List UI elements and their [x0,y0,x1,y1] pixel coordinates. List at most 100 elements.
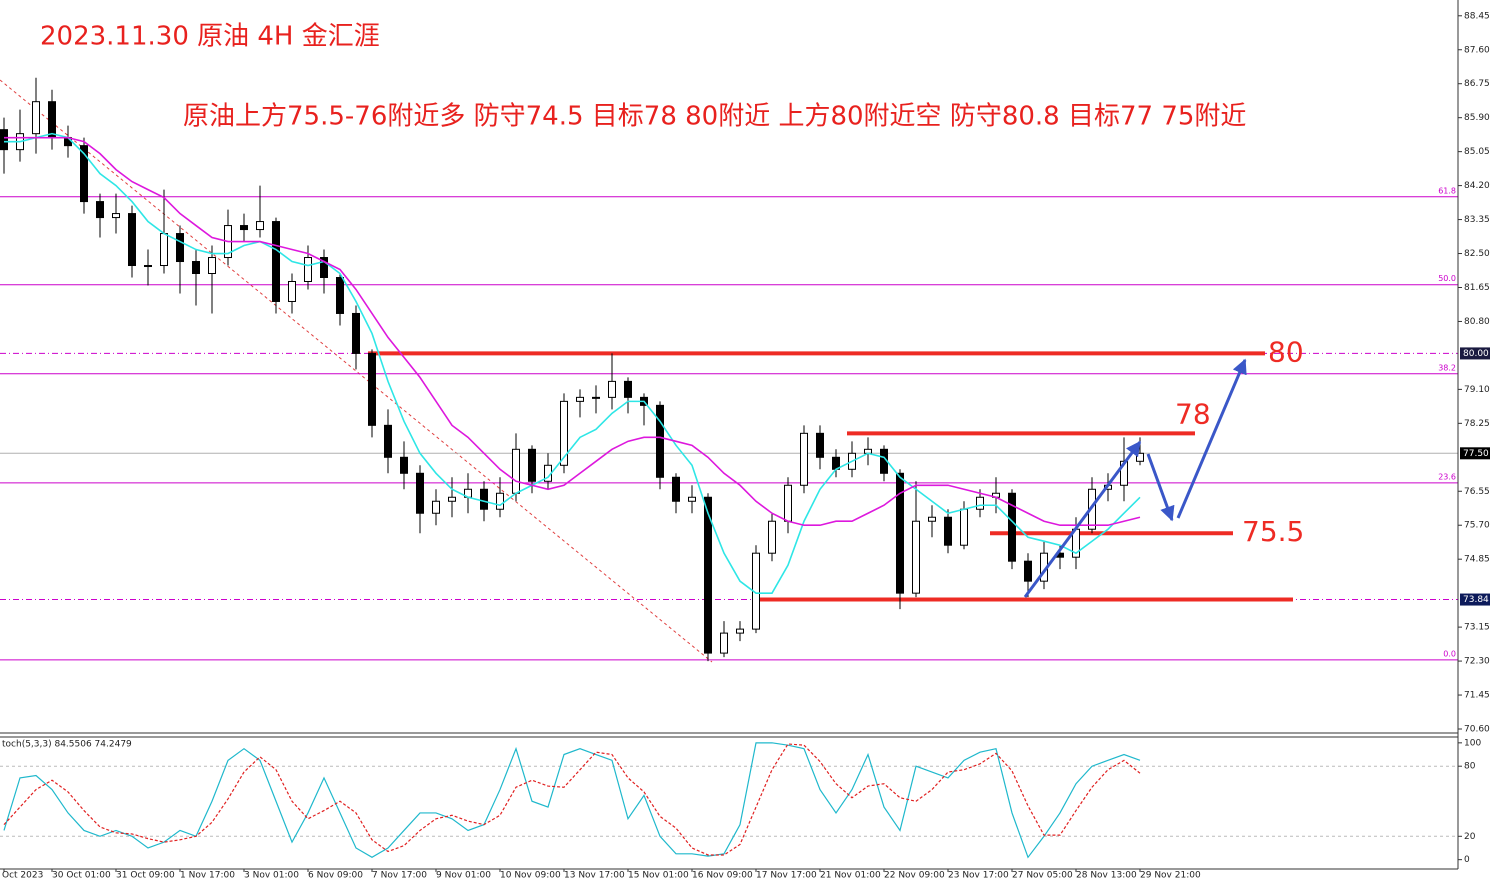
candle-body [128,213,136,267]
y-tick-label: 100 [1464,738,1481,748]
x-tick-label: 6 Nov 09:00 [308,871,363,879]
candle-body [368,352,376,426]
x-tick-label: 13 Nov 17:00 [564,871,625,879]
candle-body [896,472,904,594]
level-label: 75.5 [1242,515,1304,548]
candle-body [944,516,952,546]
y-tick-label: 78.25 [1464,419,1490,429]
arrow [1146,453,1175,522]
x-tick-label: 10 Nov 09:00 [500,871,561,879]
candle-body [384,424,392,458]
candle-body [160,233,168,267]
indicator-title: toch(5,3,3) 84.5506 74.2479 [2,740,132,750]
y-tick-label: 85.90 [1464,113,1490,123]
y-tick-label: 79.10 [1464,385,1490,395]
x-tick-label: Oct 2023 [2,871,43,879]
candle-body [400,456,408,474]
arrows [1023,358,1247,598]
stoch-line [3,743,1141,856]
candle-body [1136,452,1144,462]
y-tick-label: 73.15 [1464,623,1490,633]
arrow [1176,358,1247,519]
y-tick-label: 83.35 [1464,215,1490,225]
candle-body [288,280,296,302]
y-tick-label: 71.45 [1464,691,1490,701]
title: 2023.11.30 原油 4H 金汇涯 [40,22,380,52]
candle-body [352,312,360,354]
candle-body [176,233,184,263]
level-label: 78 [1175,397,1211,430]
candle-body [576,396,584,402]
candle-body [240,225,248,231]
level-label: 80 [1268,335,1304,368]
y-tick-label: 86.75 [1464,79,1490,89]
y-tick-label: 81.65 [1464,283,1490,293]
candle-body [1008,492,1016,562]
y-tick-label: 75.70 [1464,521,1490,531]
candle-body [48,101,56,139]
candle-body [784,484,792,522]
candle-body [736,628,744,634]
price-panel: 61.8 50.0 38.2 23.6 0.0 [0,77,1458,663]
candle-body [80,145,88,203]
fib-label: 23.6 [1438,472,1456,481]
moving-average [4,136,1141,527]
x-tick-label: 23 Nov 17:00 [948,871,1009,879]
candle-body [320,257,328,279]
candle-body [208,257,216,275]
candle-body [560,400,568,466]
y-tick-label: 20 [1464,832,1476,842]
x-tick-label: 21 Nov 01:00 [820,871,881,879]
y-tick-label: 0 [1464,855,1470,865]
candle-body [960,508,968,546]
stoch-line [3,742,1141,859]
candle-body [608,380,616,398]
price-marker-label: 77.50 [1463,449,1489,459]
price-marker-box [1460,347,1490,360]
candle-body [624,380,632,398]
trade-plan: 原油上方75.5-76附近多 防守74.5 目标78 80附近 上方80附近空 … [183,102,1246,132]
candle-body [0,129,8,151]
price-marker-label: 80.00 [1463,349,1489,359]
candle-body [688,496,696,502]
candle-body [304,257,312,282]
fib-label: 50.0 [1438,274,1456,283]
candle-body [512,448,520,494]
candle-body [416,472,424,514]
candle-body [656,404,664,478]
x-tick-label: 17 Nov 17:00 [756,871,817,879]
y-tick-label: 88.45 [1464,11,1490,21]
x-tick-label: 22 Nov 09:00 [884,871,945,879]
x-tick-label: 9 Nov 01:00 [436,871,491,879]
trend-line [0,79,713,663]
candle-body [704,496,712,654]
y-tick-label: 70.60 [1464,725,1490,735]
x-tick-label: 15 Nov 01:00 [628,871,689,879]
fib-label: 61.8 [1438,186,1456,195]
y-tick-label: 82.50 [1464,249,1490,259]
y-tick-label: 80.80 [1464,317,1490,327]
arrow [1023,440,1142,598]
candle-body [1024,560,1032,582]
candle-body [816,432,824,458]
x-tick-label: 31 Oct 09:00 [116,871,175,879]
x-tick-label: 29 Nov 21:00 [1140,871,1201,879]
y-tick-label: 85.05 [1464,147,1490,157]
x-tick-label: 27 Nov 05:00 [1012,871,1073,879]
candle-body [720,632,728,654]
candle-body [32,101,40,135]
x-tick-label: 1 Nov 17:00 [180,871,235,879]
y-tick-label: 74.85 [1464,555,1490,565]
stoch-panel [0,742,1458,859]
x-tick-label: 28 Nov 13:00 [1076,871,1137,879]
x-tick-label: 7 Nov 17:00 [372,871,427,879]
price-marker-box [1460,447,1490,460]
y-tick-label: 87.60 [1464,45,1490,55]
y-tick-label: 80 [1464,762,1476,772]
candle-body [480,488,488,510]
x-tick-label: 16 Nov 09:00 [692,871,753,879]
candle-body [528,448,536,482]
candle-body [976,496,984,510]
candle-body [592,396,600,399]
